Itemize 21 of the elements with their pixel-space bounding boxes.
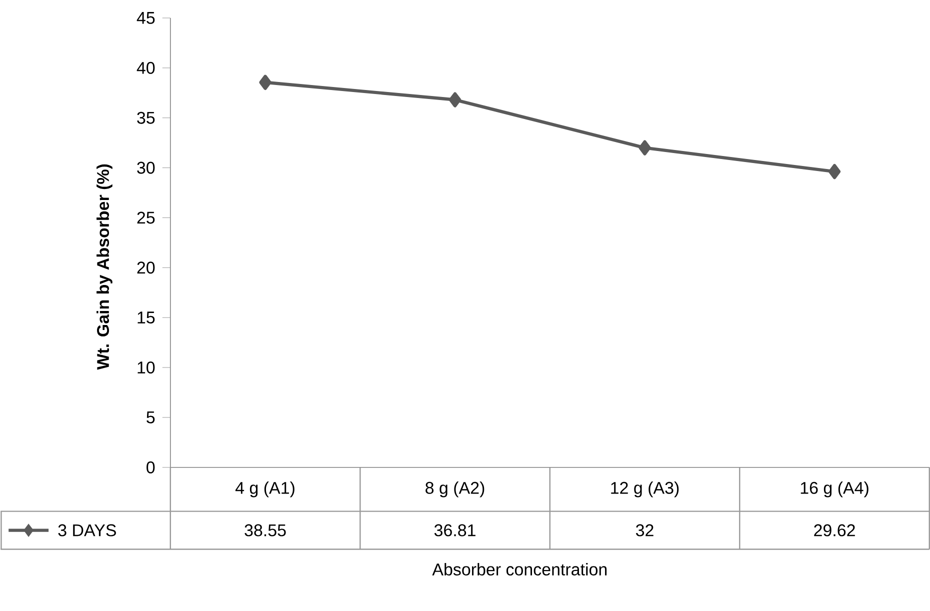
- y-tick-label: 0: [146, 461, 155, 474]
- y-tick-label: 15: [138, 312, 155, 324]
- x-tick-label: 12 g (A3): [611, 481, 679, 498]
- y-tick-label: 5: [146, 411, 155, 424]
- y-axis-title: Wt. Gain by Absorber (%): [96, 164, 112, 370]
- y-tick-label: 40: [136, 62, 155, 74]
- data-label: 38.55: [244, 524, 286, 536]
- y-tick-label: 25: [137, 212, 155, 224]
- x-tick-label: 16 g (A4): [800, 481, 868, 498]
- legend-label: 3 DAYS: [58, 524, 116, 536]
- data-label: 36.81: [434, 524, 476, 536]
- y-tick-label: 20: [137, 262, 155, 274]
- x-tick-label: 8 g (A2): [426, 481, 484, 498]
- y-tick-label: 45: [136, 12, 155, 24]
- data-label: 29.62: [814, 524, 855, 536]
- x-tick-label: 4 g (A1): [235, 481, 294, 498]
- y-tick-label: 30: [137, 162, 155, 174]
- y-tick-label: 35: [137, 112, 155, 124]
- x-axis-title: Absorber concentration: [432, 562, 607, 576]
- y-tick-label: 10: [138, 361, 155, 374]
- data-label: 32: [636, 524, 654, 536]
